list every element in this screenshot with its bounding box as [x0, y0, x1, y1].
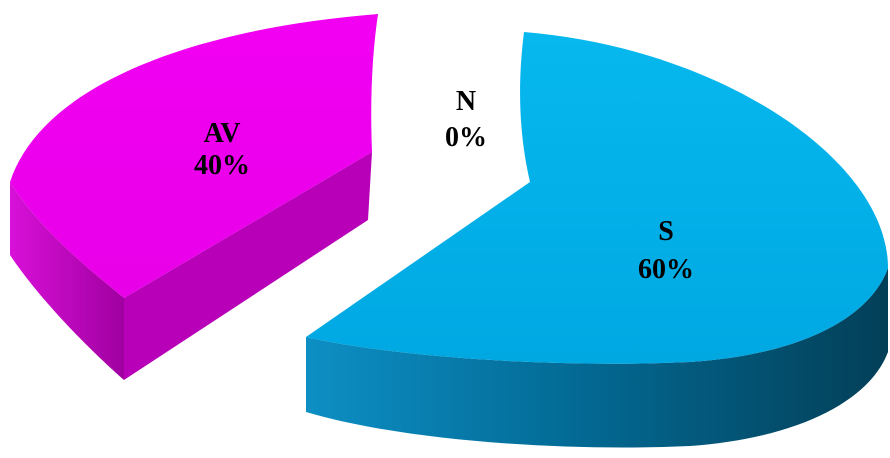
- label-n-name: N: [456, 86, 476, 117]
- pie-slice-s: [306, 32, 888, 448]
- pie-slice-av: [10, 14, 378, 380]
- label-av-percent: 40%: [194, 150, 250, 181]
- label-s-percent: 60%: [638, 254, 694, 285]
- pie-slice-s-top: [306, 32, 888, 364]
- pie-slice-av-side: [10, 182, 124, 380]
- label-av-name: AV: [204, 118, 241, 149]
- label-n-percent: 0%: [445, 122, 487, 153]
- pie-slice-av-top: [10, 14, 378, 298]
- pie-slice-av-inner-face: [124, 152, 372, 380]
- pie-slice-s-side: [306, 268, 888, 448]
- label-s-name: S: [658, 216, 674, 247]
